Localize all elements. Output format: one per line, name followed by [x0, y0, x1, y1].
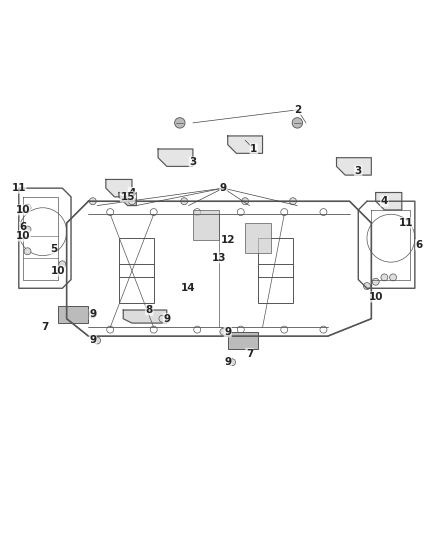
Bar: [119, 264, 154, 303]
Text: 9: 9: [89, 335, 96, 345]
Text: 9: 9: [224, 327, 231, 337]
Text: 13: 13: [212, 253, 226, 263]
Polygon shape: [119, 192, 136, 206]
Text: 7: 7: [246, 349, 253, 359]
Circle shape: [128, 198, 135, 205]
Text: 9: 9: [220, 183, 227, 193]
Circle shape: [89, 198, 96, 205]
Bar: [58, 305, 88, 323]
Text: 6: 6: [416, 240, 423, 250]
Polygon shape: [123, 310, 167, 323]
Circle shape: [390, 274, 396, 281]
Circle shape: [175, 118, 185, 128]
Circle shape: [292, 118, 303, 128]
Circle shape: [59, 261, 66, 268]
Circle shape: [381, 274, 388, 281]
Circle shape: [220, 328, 227, 335]
Polygon shape: [228, 136, 262, 154]
Polygon shape: [106, 180, 132, 197]
Text: 15: 15: [120, 192, 135, 202]
Polygon shape: [158, 149, 193, 166]
Text: 4: 4: [128, 188, 136, 198]
Text: 1: 1: [250, 144, 258, 154]
Circle shape: [94, 337, 101, 344]
Circle shape: [24, 248, 31, 255]
Text: 8: 8: [146, 305, 153, 315]
Circle shape: [242, 198, 249, 205]
Text: 5: 5: [50, 244, 57, 254]
Text: 9: 9: [163, 314, 170, 324]
Circle shape: [89, 311, 96, 318]
Bar: [119, 238, 154, 277]
Text: 3: 3: [355, 166, 362, 176]
Circle shape: [372, 278, 379, 285]
Circle shape: [364, 282, 371, 289]
Text: 10: 10: [16, 205, 30, 215]
Text: 12: 12: [220, 236, 235, 245]
Text: 10: 10: [368, 292, 383, 302]
Bar: [228, 332, 258, 349]
Text: 4: 4: [381, 196, 388, 206]
Text: 11: 11: [399, 218, 413, 228]
Text: 14: 14: [181, 283, 196, 293]
Text: 3: 3: [189, 157, 197, 167]
Bar: [245, 223, 271, 254]
Text: 7: 7: [41, 322, 49, 333]
Text: 11: 11: [11, 183, 26, 193]
Bar: [258, 264, 293, 303]
Circle shape: [24, 204, 31, 211]
Circle shape: [181, 198, 187, 205]
Text: 9: 9: [224, 357, 231, 367]
Bar: [258, 238, 293, 277]
Circle shape: [290, 198, 297, 205]
Text: 2: 2: [294, 105, 301, 115]
Circle shape: [159, 315, 166, 322]
Text: 6: 6: [20, 222, 27, 232]
Polygon shape: [376, 192, 402, 210]
Circle shape: [24, 226, 31, 233]
Text: 10: 10: [51, 266, 65, 276]
Circle shape: [229, 359, 236, 366]
Bar: [193, 210, 219, 240]
Text: 9: 9: [89, 309, 96, 319]
Polygon shape: [336, 158, 371, 175]
Text: 10: 10: [16, 231, 30, 241]
